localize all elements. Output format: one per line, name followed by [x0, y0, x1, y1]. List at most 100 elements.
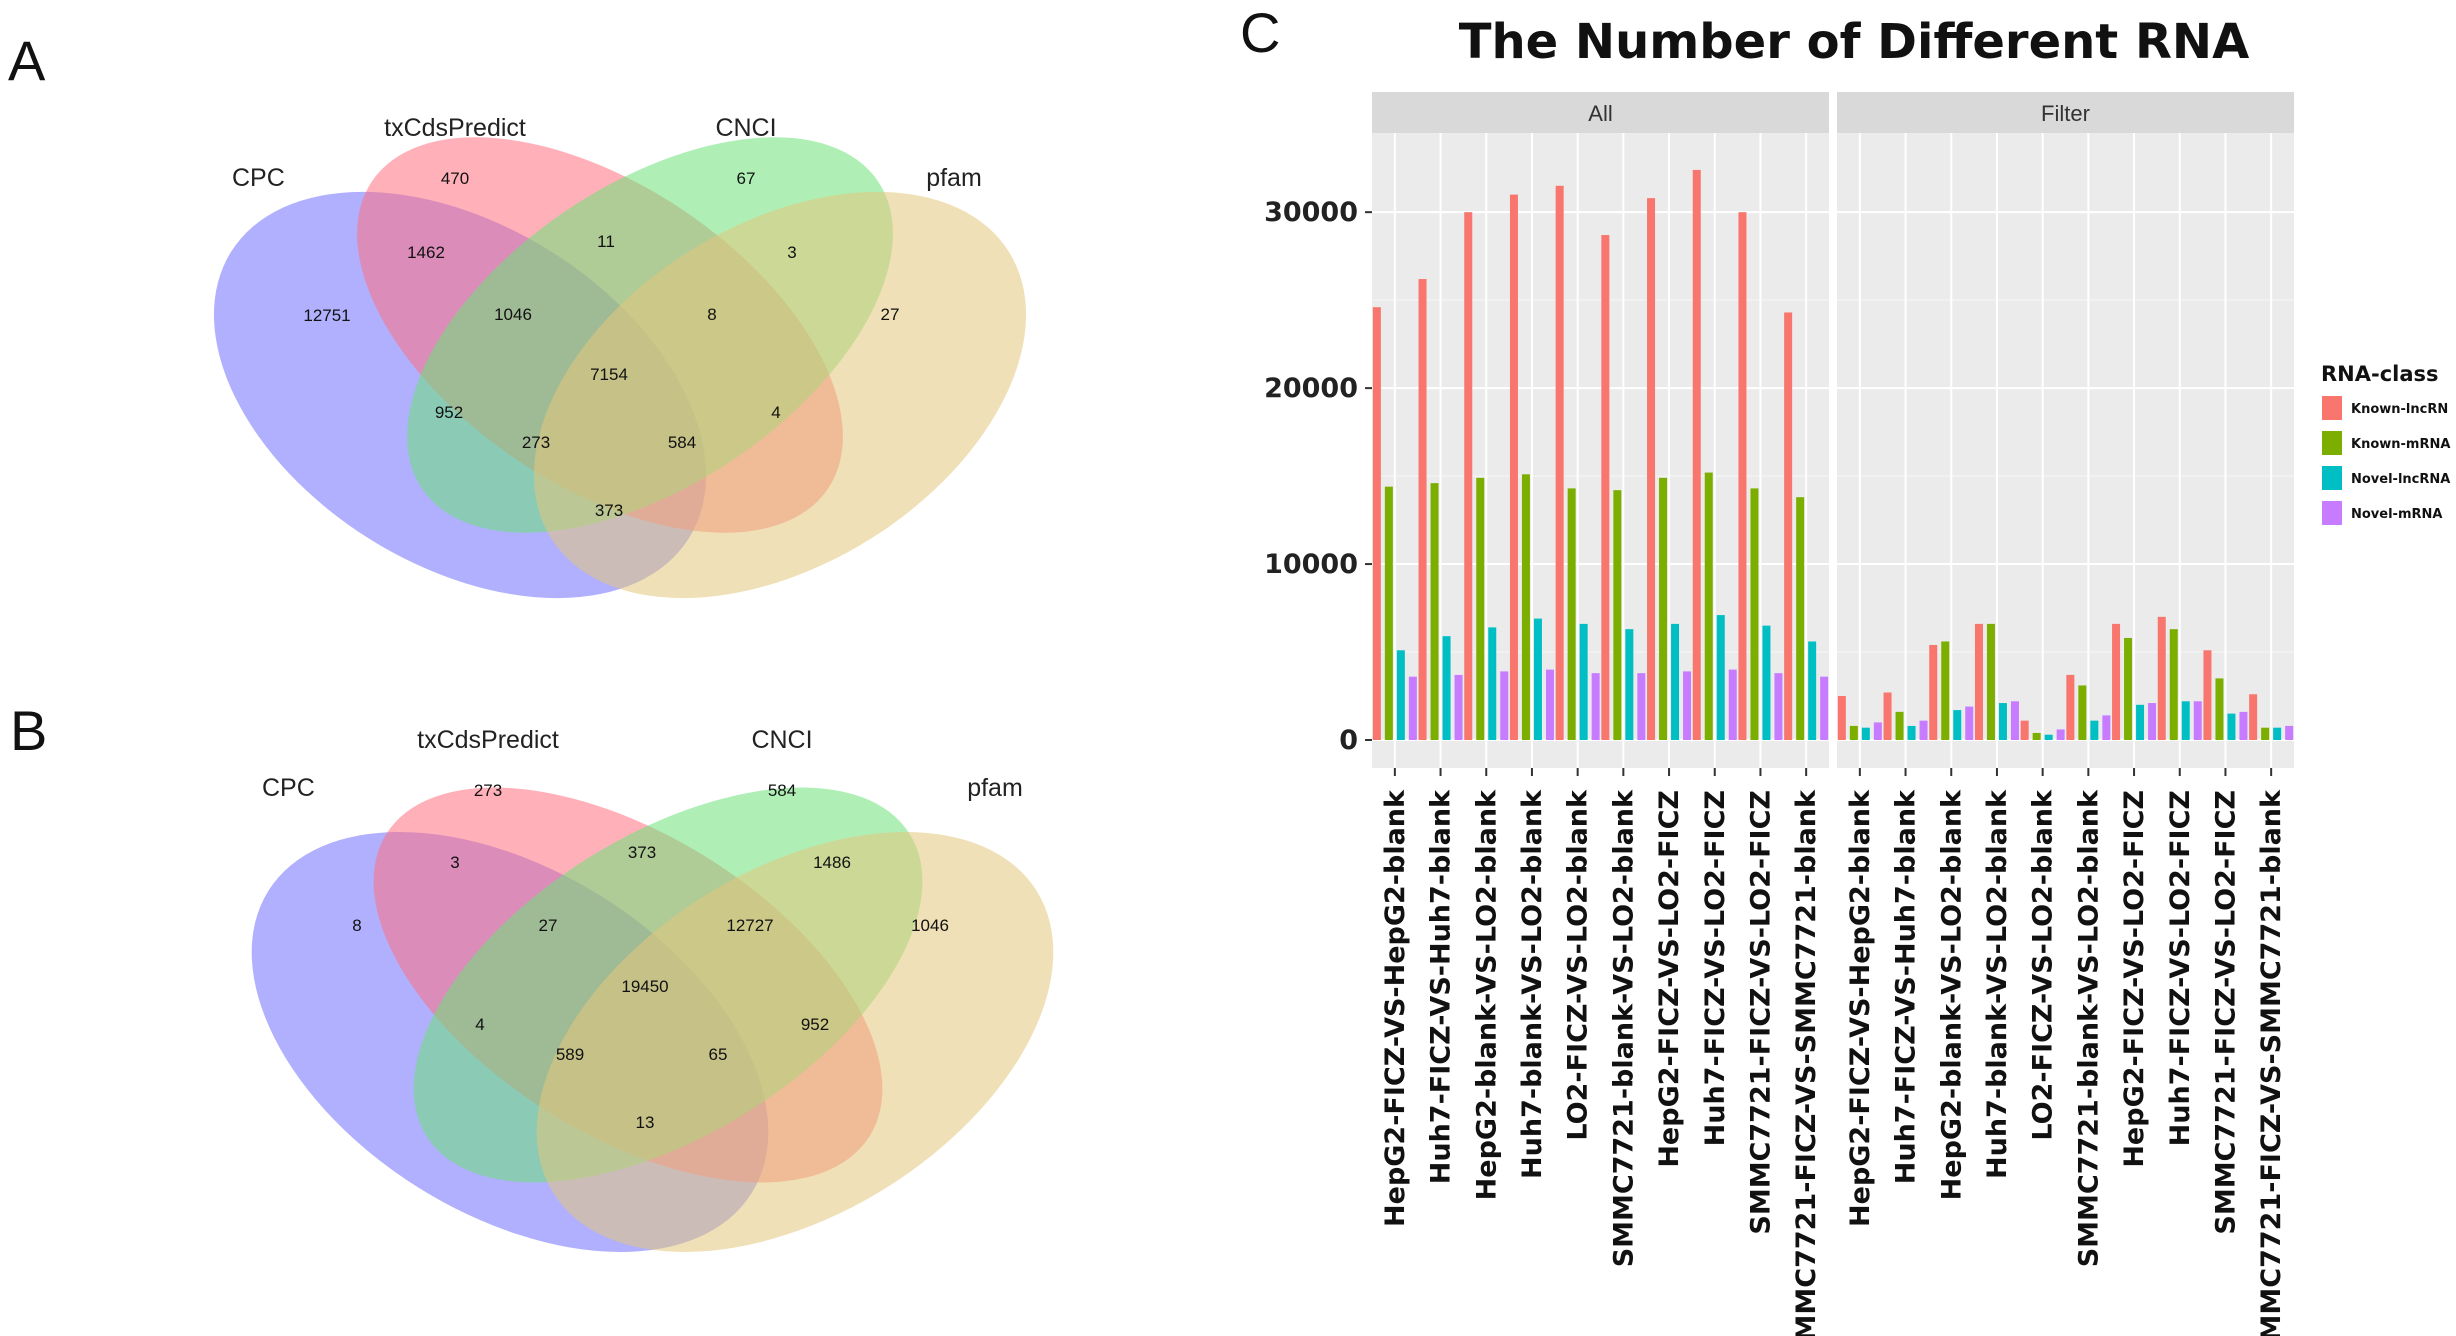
venn-b-count-cpc-only: 8 — [352, 916, 361, 935]
x-tick-label: SMMC7721-FICZ-VS-SMMC7721-blank — [2256, 789, 2287, 1336]
legend-label-0: Known-lncRN — [2351, 402, 2448, 417]
x-tick-label: HepG2-blank-VS-LO2-blank — [1936, 789, 1967, 1200]
facet-label-all: All — [1588, 101, 1612, 126]
venn-b-count-txcds-cnci-pfam: 12727 — [726, 916, 773, 935]
bar-all-8-0 — [1738, 212, 1747, 740]
bar-filter-9-0 — [2249, 694, 2258, 740]
legend-swatch-1 — [2322, 431, 2342, 455]
bar-all-5-2 — [1625, 629, 1634, 740]
bar-all-9-0 — [1784, 312, 1793, 740]
panel-b-letter: B — [10, 699, 48, 762]
venn-b-count-cpc-txcds-cnci: 27 — [539, 916, 558, 935]
bar-filter-1-2 — [1907, 725, 1916, 740]
x-tick-label: HepG2-FICZ-VS-HepG2-blank — [1845, 789, 1876, 1227]
x-tick-label: HepG2-FICZ-VS-LO2-FICZ — [1654, 790, 1685, 1168]
venn-a-count-txcds-cnci: 11 — [597, 232, 615, 251]
bar-filter-7-2 — [2181, 701, 2190, 740]
x-tick-label: Huh7-FICZ-VS-LO2-FICZ — [2165, 790, 2196, 1146]
x-tick-label: HepG2-blank-VS-LO2-blank — [1471, 789, 1502, 1200]
bar-filter-9-1 — [2261, 727, 2270, 740]
facet-label-filter: Filter — [2041, 101, 2090, 126]
venn-b: CPC txCdsPredict CNCI pfam 8 273 584 104… — [251, 726, 1054, 1252]
bar-filter-8-1 — [2215, 678, 2224, 740]
bar-filter-6-1 — [2124, 637, 2133, 740]
bar-all-0-0 — [1372, 307, 1381, 740]
bar-all-2-1 — [1476, 477, 1485, 740]
bar-filter-5-1 — [2078, 685, 2087, 740]
bar-filter-4-0 — [2020, 720, 2029, 740]
bar-all-4-2 — [1579, 623, 1588, 740]
bar-filter-3-1 — [1986, 623, 1995, 740]
venn-b-count-pfam-only: 1046 — [911, 916, 949, 935]
bar-all-0-2 — [1396, 650, 1405, 740]
venn-b-count-cpc-txcds: 3 — [450, 853, 459, 872]
legend-label-1: Known-mRNA — [2351, 437, 2450, 452]
venn-a-count-cpc-txcds: 1462 — [407, 243, 445, 262]
x-tick-label: Huh7-blank-VS-LO2-blank — [1517, 789, 1548, 1179]
x-tick-label: HepG2-FICZ-VS-LO2-FICZ — [2119, 790, 2150, 1168]
venn-a-count-txcds-pfam: 4 — [771, 403, 780, 422]
x-tick-label: LO2-FICZ-VS-LO2-blank — [1563, 789, 1594, 1141]
bar-filter-4-2 — [2044, 734, 2053, 740]
bar-all-6-1 — [1659, 477, 1668, 740]
venn-b-sets — [251, 787, 1054, 1252]
bar-filter-8-0 — [2203, 650, 2212, 740]
bar-all-9-2 — [1808, 641, 1817, 740]
bar-all-8-3 — [1774, 673, 1783, 740]
bar-filter-3-3 — [2010, 701, 2019, 740]
bar-all-7-1 — [1704, 472, 1713, 740]
venn-a-count-cpc-cnci: 952 — [435, 403, 463, 422]
bar-filter-5-3 — [2102, 715, 2111, 740]
x-tick-label: SMMC7721-FICZ-VS-SMMC7721-blank — [1791, 789, 1822, 1336]
bar-all-3-2 — [1533, 618, 1542, 740]
y-axis: 0 10000 20000 30000 — [1264, 197, 1372, 756]
bar-all-4-3 — [1591, 673, 1600, 740]
legend-swatch-2 — [2322, 466, 2342, 490]
venn-b-pfam-label: pfam — [967, 774, 1023, 802]
bar-all-6-0 — [1647, 198, 1656, 740]
bar-filter-1-3 — [1919, 720, 1928, 740]
legend-label-2: Novel-lncRNA — [2351, 472, 2450, 487]
legend: RNA-class Known-lncRN Known-mRNA Novel-lnc… — [2321, 362, 2450, 525]
bar-chart: The Number of Different RNA All Filter 0 1… — [1264, 14, 2450, 1336]
bar-filter-0-1 — [1849, 725, 1858, 740]
bar-filter-9-2 — [2273, 727, 2282, 740]
bar-all-8-1 — [1750, 488, 1759, 740]
bar-filter-7-1 — [2169, 629, 2178, 740]
x-tick-label: Huh7-FICZ-VS-LO2-FICZ — [1700, 790, 1731, 1146]
bar-filter-6-3 — [2148, 703, 2157, 740]
bar-all-1-3 — [1454, 674, 1463, 740]
y-tick-label: 10000 — [1264, 549, 1358, 580]
bar-all-8-2 — [1762, 625, 1771, 740]
venn-a-cnci-label: CNCI — [715, 114, 776, 142]
bar-filter-9-3 — [2285, 725, 2294, 740]
x-tick-label: Huh7-blank-VS-LO2-blank — [1982, 789, 2013, 1179]
venn-a-count-txcds-cnci-pfam: 8 — [707, 305, 716, 324]
venn-b-count-txcds-pfam: 952 — [801, 1015, 829, 1034]
bar-filter-0-3 — [1873, 722, 1882, 740]
bar-filter-8-2 — [2227, 713, 2236, 740]
bar-filter-3-0 — [1974, 623, 1983, 740]
venn-a-count-pfam-only: 27 — [881, 305, 900, 324]
y-tick-label: 30000 — [1264, 197, 1358, 228]
venn-a-count-all-four: 7154 — [590, 365, 628, 384]
venn-a-count-cpc-txcds-cnci: 1046 — [494, 305, 532, 324]
venn-a-count-cpc-txcds-pfam: 584 — [668, 433, 696, 452]
facets: All Filter — [1372, 92, 2294, 768]
bar-filter-1-0 — [1883, 692, 1892, 740]
bar-filter-0-2 — [1861, 727, 1870, 740]
facet-strip-filter — [1837, 92, 2294, 133]
bar-all-3-0 — [1509, 194, 1518, 740]
venn-b-count-cnci-only: 584 — [768, 781, 796, 800]
venn-b-txcds-label: txCdsPredict — [417, 726, 559, 754]
venn-b-count-cpc-cnci-pfam: 589 — [556, 1045, 584, 1064]
bar-filter-3-2 — [1998, 703, 2007, 740]
bar-filter-2-2 — [1953, 710, 1962, 740]
x-tick-label: SMMC7721-FICZ-VS-LO2-FICZ — [2210, 790, 2241, 1235]
venn-a-txcds-label: txCdsPredict — [384, 114, 526, 142]
bar-all-9-1 — [1796, 497, 1805, 740]
bar-all-2-3 — [1500, 671, 1509, 740]
venn-a-count-cpc-pfam: 373 — [595, 501, 623, 520]
bar-filter-4-1 — [2032, 732, 2041, 740]
x-tick-label: SMMC7721-FICZ-VS-LO2-FICZ — [1745, 790, 1776, 1235]
